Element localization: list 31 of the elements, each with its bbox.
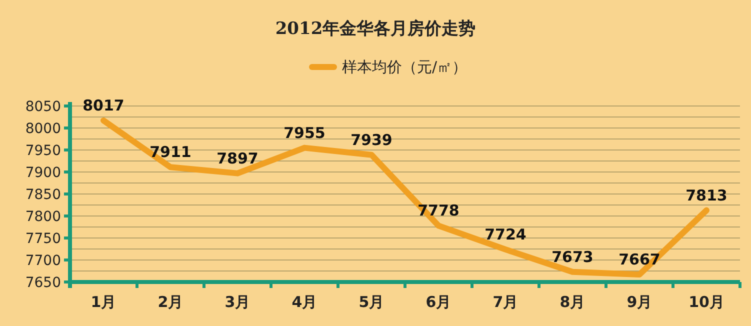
data-label: 7778 xyxy=(418,202,460,220)
x-tick-label: 6月 xyxy=(426,293,452,311)
x-tick-label: 9月 xyxy=(626,293,652,311)
data-label: 7897 xyxy=(216,149,258,168)
data-label: 8017 xyxy=(82,96,124,115)
x-tick-label: 4月 xyxy=(292,293,318,311)
y-tick-label: 7700 xyxy=(25,253,61,269)
data-label: 7667 xyxy=(618,250,660,269)
x-tick-label: 3月 xyxy=(224,293,250,311)
y-tick-label: 7950 xyxy=(25,143,61,159)
x-tick-label: 10月 xyxy=(688,293,724,311)
y-tick-label: 7900 xyxy=(25,165,61,181)
x-tick-label: 1月 xyxy=(90,293,116,311)
chart-title: 2012年金华各月房价走势 xyxy=(275,19,476,39)
data-label: 7813 xyxy=(686,186,728,204)
y-tick-label: 8050 xyxy=(25,99,61,115)
legend-label: 样本均价（元/㎡） xyxy=(342,58,468,76)
y-tick-label: 8000 xyxy=(25,121,61,137)
x-tick-label: 7月 xyxy=(492,293,518,311)
y-tick-label: 7750 xyxy=(25,231,61,247)
data-label: 7939 xyxy=(350,130,392,149)
y-tick-label: 7800 xyxy=(25,209,61,225)
data-label: 7911 xyxy=(150,143,192,162)
data-label: 7724 xyxy=(484,225,526,244)
x-tick-label: 2月 xyxy=(158,293,184,311)
y-tick-label: 7650 xyxy=(25,275,61,291)
y-tick-label: 7850 xyxy=(25,187,61,203)
data-label: 7955 xyxy=(284,124,326,142)
x-tick-label: 8月 xyxy=(560,293,586,311)
data-label: 7673 xyxy=(552,248,594,266)
x-tick-label: 5月 xyxy=(358,293,384,311)
